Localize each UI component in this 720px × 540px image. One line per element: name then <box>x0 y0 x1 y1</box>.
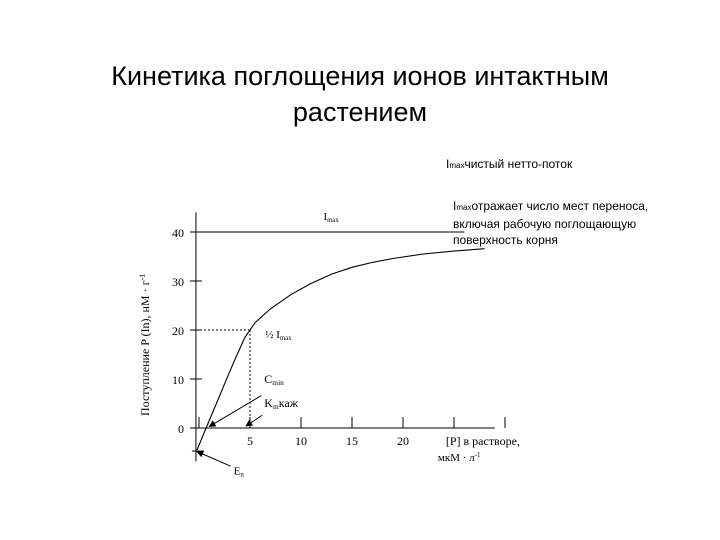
labels-layer: 0 10 20 30 40 5 10 15 20 Imax ½ Imax Cmin Kmкаж En [P]… <box>138 211 520 479</box>
y-tick-label: 30 <box>172 275 184 289</box>
cmin-label: Cmin <box>264 372 284 387</box>
x-tick-label: 10 <box>295 434 307 448</box>
x-axis-label: [P] в растворе, <box>446 434 520 448</box>
series-layer <box>196 248 485 467</box>
x-tick-label: 5 <box>247 434 253 448</box>
en-arrow <box>196 450 231 467</box>
half-imax-label: ½ Imax <box>265 329 292 342</box>
slide-title: Кинетика поглощения ионов интактным раст… <box>111 61 609 127</box>
en-label: En <box>234 466 245 479</box>
axes-layer <box>189 212 506 462</box>
note-imax-symbol: I <box>446 157 450 171</box>
km-label: Kmкаж <box>264 396 298 411</box>
cmin-arrow <box>208 395 262 427</box>
imax-net-flux-note: Imaxчистый нетто-поток <box>446 156 572 174</box>
note-imax-subscript: max <box>449 161 465 170</box>
y-tick-label: 40 <box>172 226 184 240</box>
note2-text-line-2: включая рабочую поглощающую <box>453 217 637 231</box>
note-imax-text: чистый нетто-поток <box>464 157 573 171</box>
x-axis-unit-label: мкМ · л-1 <box>438 451 481 464</box>
imax-sites-note: Imaxотражает число мест переноса, включа… <box>453 198 648 248</box>
y-tick-label: 10 <box>172 373 184 387</box>
note2-text-line-1: отражает число мест переноса, <box>471 199 649 213</box>
y-tick-label: 0 <box>178 422 184 436</box>
note-line-1: Imaxотражает число мест переноса, <box>453 198 648 216</box>
note2-text-line-3: поверхность корня <box>453 233 558 247</box>
y-tick-label: 20 <box>172 324 184 338</box>
y-axis-label: Поступление P (In), нМ · г-1 <box>138 274 152 416</box>
uptake-curve <box>196 248 485 451</box>
x-tick-label: 20 <box>397 434 409 448</box>
note2-imax-subscript: max <box>456 203 472 212</box>
x-tick-label: 15 <box>346 434 358 448</box>
note2-imax-symbol: I <box>453 199 457 213</box>
km-arrow <box>245 414 263 427</box>
imax-label: Imax <box>323 211 339 224</box>
